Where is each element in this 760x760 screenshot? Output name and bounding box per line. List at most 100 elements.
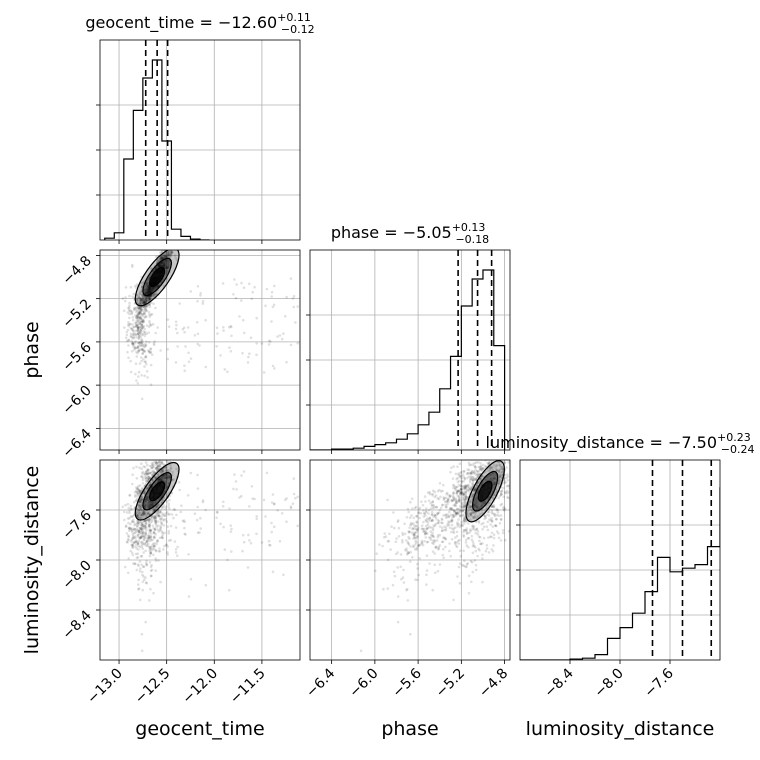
sample-point bbox=[491, 471, 495, 475]
sample-point bbox=[454, 499, 458, 503]
sample-point bbox=[415, 530, 418, 534]
sample-point bbox=[474, 465, 477, 469]
sample-point bbox=[135, 315, 138, 319]
sample-point bbox=[432, 504, 436, 507]
sample-point bbox=[136, 313, 140, 316]
sample-point bbox=[470, 560, 474, 564]
sample-point bbox=[174, 327, 178, 331]
sample-point bbox=[157, 514, 161, 517]
sample-point bbox=[437, 545, 441, 549]
sample-point bbox=[452, 491, 455, 494]
sample-point bbox=[143, 578, 146, 581]
sample-point bbox=[426, 491, 430, 495]
sample-point bbox=[161, 469, 164, 473]
sample-point bbox=[424, 536, 428, 539]
sample-point bbox=[492, 504, 496, 507]
sample-point bbox=[147, 522, 151, 526]
sample-point bbox=[474, 501, 478, 504]
sample-point bbox=[453, 542, 457, 545]
sample-point bbox=[149, 313, 153, 317]
sample-point bbox=[123, 326, 126, 329]
sample-point bbox=[482, 501, 485, 504]
sample-point bbox=[486, 478, 490, 482]
sample-point bbox=[161, 536, 164, 540]
sample-point bbox=[175, 513, 178, 517]
sample-point bbox=[392, 511, 395, 514]
sample-point bbox=[434, 522, 438, 526]
sample-point bbox=[151, 286, 154, 290]
sample-point bbox=[134, 321, 138, 325]
sample-point bbox=[462, 535, 466, 538]
sample-point bbox=[131, 544, 134, 547]
sample-point bbox=[144, 502, 148, 506]
sample-point bbox=[458, 509, 462, 513]
sample-point bbox=[137, 328, 140, 332]
sample-point bbox=[448, 526, 452, 530]
sample-point bbox=[195, 320, 199, 324]
sample-point bbox=[469, 559, 473, 563]
sample-point bbox=[138, 322, 142, 325]
sample-point bbox=[137, 316, 140, 319]
sample-point bbox=[163, 259, 167, 263]
sample-point bbox=[415, 521, 419, 524]
sample-point bbox=[492, 505, 496, 509]
sample-point bbox=[418, 516, 421, 520]
sample-point bbox=[489, 473, 493, 477]
sample-point bbox=[167, 539, 171, 542]
sample-point bbox=[453, 540, 457, 544]
sample-point bbox=[159, 478, 163, 481]
sample-point bbox=[486, 475, 490, 478]
sample-point bbox=[463, 517, 467, 521]
sample-point bbox=[138, 466, 141, 470]
x-tick-label-3: −11.5 bbox=[227, 666, 269, 708]
sample-point bbox=[139, 308, 142, 312]
sample-point bbox=[161, 265, 165, 268]
sample-point bbox=[145, 473, 149, 476]
sample-point bbox=[280, 337, 284, 341]
sample-point bbox=[151, 502, 155, 505]
sample-point bbox=[146, 290, 150, 293]
sample-point bbox=[135, 297, 139, 301]
sample-point bbox=[160, 470, 163, 474]
sample-point bbox=[396, 620, 400, 624]
sample-point bbox=[131, 336, 134, 340]
sample-point bbox=[162, 263, 166, 266]
sample-point bbox=[139, 322, 143, 326]
sample-point bbox=[267, 539, 271, 543]
sample-point bbox=[145, 497, 149, 501]
panel-phase-luminosity_distance: −6.4 −6.0 −5.6 −5.2 −4.8 bbox=[303, 459, 511, 701]
sample-point bbox=[167, 505, 170, 508]
sample-point bbox=[464, 484, 468, 487]
sample-point bbox=[147, 289, 151, 293]
sample-point bbox=[425, 540, 429, 544]
sample-point bbox=[146, 287, 150, 291]
sample-point bbox=[415, 520, 419, 523]
sample-point bbox=[148, 471, 152, 475]
sample-point bbox=[146, 291, 149, 294]
sample-point bbox=[429, 530, 433, 533]
sample-point bbox=[430, 504, 434, 508]
sample-point bbox=[143, 465, 147, 469]
sample-point bbox=[137, 341, 140, 344]
sample-point bbox=[141, 297, 145, 300]
sample-point bbox=[457, 489, 461, 493]
sample-point bbox=[284, 314, 287, 318]
sample-point bbox=[137, 516, 141, 519]
sample-point bbox=[413, 548, 417, 551]
sample-point bbox=[420, 541, 424, 544]
sample-point bbox=[141, 319, 145, 323]
sample-point bbox=[149, 574, 153, 578]
sample-point bbox=[285, 520, 288, 523]
sample-point bbox=[155, 285, 159, 289]
sample-point bbox=[255, 353, 258, 357]
sample-point bbox=[228, 346, 231, 349]
sample-point bbox=[469, 508, 473, 511]
sample-point bbox=[147, 524, 151, 527]
sample-point bbox=[135, 465, 138, 469]
sample-point bbox=[157, 524, 160, 527]
sample-point bbox=[448, 507, 452, 510]
sample-point bbox=[134, 321, 137, 325]
sample-point bbox=[246, 361, 250, 364]
sample-point bbox=[289, 505, 293, 508]
sample-point bbox=[454, 511, 458, 514]
